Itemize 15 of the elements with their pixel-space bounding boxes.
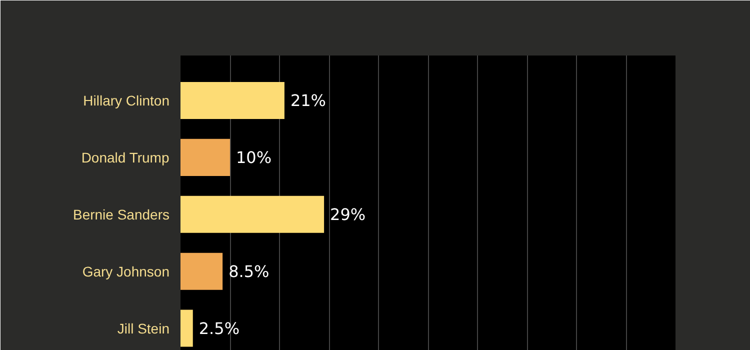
bar — [180, 310, 193, 347]
bar — [180, 82, 284, 119]
data-label: 2.5% — [198, 318, 240, 338]
y-tick-label: Donald Trump — [81, 149, 170, 166]
data-label: 21% — [290, 90, 326, 110]
bar — [180, 252, 223, 290]
y-tick-label: Hillary Clinton — [83, 92, 170, 108]
data-label: 10% — [236, 148, 272, 167]
data-label: 29% — [330, 204, 366, 224]
data-label: 8.5% — [228, 262, 270, 281]
y-tick-label: Jill Stein — [117, 320, 170, 336]
bar — [180, 138, 230, 176]
y-tick-label: Gary Johnson — [82, 263, 170, 280]
y-tick-label: Bernie Sanders — [72, 206, 170, 222]
bar — [180, 196, 324, 233]
